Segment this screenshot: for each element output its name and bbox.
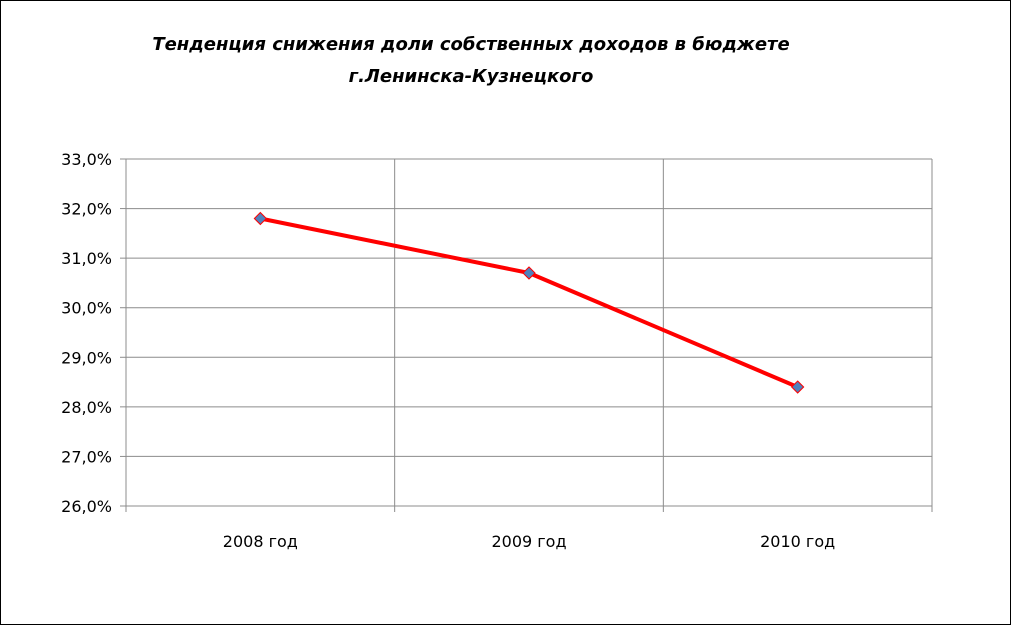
series-line xyxy=(259,216,799,389)
x-axis-tick-labels: 2008 год 2009 год 2010 год xyxy=(223,532,835,551)
x-tick-label: 2009 год xyxy=(491,532,566,551)
y-tick-label: 28,0% xyxy=(61,398,112,417)
chart-title: Тенденция снижения доли собственных дохо… xyxy=(61,29,881,93)
chart-title-line-1: Тенденция снижения доли собственных дохо… xyxy=(152,34,790,55)
y-tick-label: 32,0% xyxy=(61,200,112,219)
x-tick-label: 2008 год xyxy=(223,532,298,551)
axes xyxy=(120,158,933,512)
y-tick-label: 30,0% xyxy=(61,299,112,318)
y-tick-label: 29,0% xyxy=(61,348,112,367)
data-point-marker xyxy=(522,266,536,280)
y-tick-label: 26,0% xyxy=(61,497,112,516)
chart-title-line-2: г.Ленинска-Кузнецкого xyxy=(348,66,594,87)
y-tick-label: 33,0% xyxy=(61,150,112,169)
y-tick-label: 31,0% xyxy=(61,249,112,268)
y-axis-tick-labels: 26,0% 27,0% 28,0% 29,0% 30,0% 31,0% 32,0% 33,0% xyxy=(61,150,112,516)
grid xyxy=(126,158,933,507)
series-group xyxy=(253,211,805,394)
y-tick-label: 27,0% xyxy=(61,447,112,466)
data-point-marker xyxy=(253,211,268,226)
data-point-marker xyxy=(790,380,805,394)
x-tick-label: 2010 год xyxy=(760,532,835,551)
